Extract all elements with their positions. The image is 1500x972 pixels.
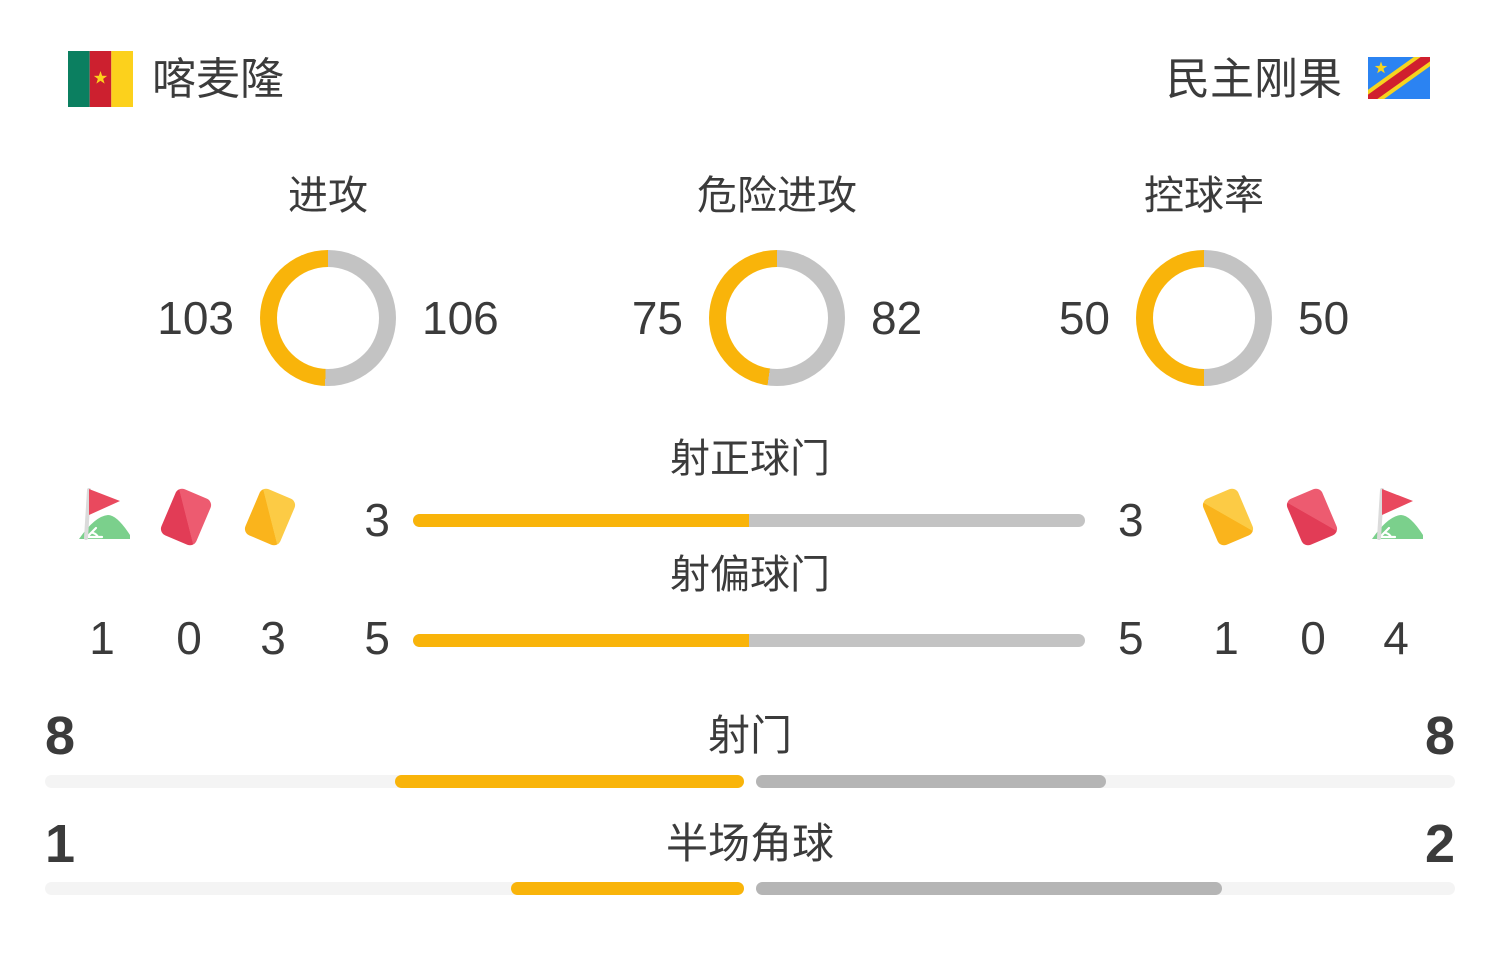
away-bar-track — [756, 775, 1455, 788]
home-shots-on-target: 3 — [364, 494, 390, 546]
home-red-cards-count: 0 — [176, 612, 202, 664]
home-value: 50 — [1058, 292, 1110, 344]
donut-hole — [726, 267, 828, 369]
red-card-icon — [158, 486, 214, 548]
home-bar-track — [45, 775, 744, 788]
away-bar-fill — [756, 882, 1222, 895]
away-value: 106 — [422, 292, 499, 344]
home-halftime-corners: 1 — [45, 814, 76, 874]
home-team-name: 喀麦隆 — [152, 55, 284, 104]
donut-ring — [260, 250, 396, 386]
chart-title: 进攻 — [288, 174, 368, 218]
away-corners-count: 4 — [1383, 612, 1409, 664]
donut-ring — [709, 250, 845, 386]
chart-title: 危险进攻 — [697, 174, 857, 218]
away-shots-off-target: 5 — [1118, 612, 1144, 664]
yellow-card-icon — [242, 486, 298, 548]
away-bar-fill — [756, 775, 1106, 788]
chart-title: 控球率 — [1144, 174, 1264, 218]
donut-chart-attacks: 进攻 103 106 — [108, 172, 548, 386]
donut-hole — [1153, 267, 1255, 369]
home-shots-off-target: 5 — [364, 612, 390, 664]
away-team-name: 民主刚果 — [1166, 55, 1342, 104]
home-corners-count: 1 — [89, 612, 115, 664]
away-value: 82 — [871, 292, 923, 344]
home-bar-fill — [413, 514, 749, 527]
home-bar-fill — [511, 882, 744, 895]
halftime-corners-bar — [45, 882, 1455, 895]
home-bar-fill — [413, 634, 749, 647]
home-bar-fill — [394, 775, 744, 788]
shots-on-target-bar — [413, 514, 1085, 527]
donut-chart-dangerous-attacks: 危险进攻 75 82 — [557, 172, 997, 386]
away-red-cards-count: 0 — [1300, 612, 1326, 664]
away-shots-on-target: 3 — [1118, 494, 1144, 546]
home-value: 103 — [157, 292, 234, 344]
donut-ring — [1136, 250, 1272, 386]
corner-flag-icon — [1372, 488, 1423, 540]
section-title-shots-off-target: 射偏球门 — [670, 553, 830, 597]
red-card-icon — [1284, 486, 1340, 548]
home-bar-track — [45, 882, 744, 895]
home-shots-total: 8 — [45, 706, 76, 766]
home-yellow-cards-count: 3 — [260, 612, 286, 664]
away-halftime-corners: 2 — [1424, 814, 1455, 874]
section-title-halftime-corners: 半场角球 — [665, 820, 834, 867]
away-value: 50 — [1298, 292, 1350, 344]
shots-bar — [45, 775, 1455, 788]
corner-flag-icon — [79, 488, 130, 540]
section-title-shots: 射门 — [707, 712, 792, 759]
donut-chart-possession: 控球率 50 50 — [984, 172, 1424, 386]
away-yellow-cards-count: 1 — [1213, 612, 1239, 664]
dr-congo-flag-icon — [1368, 57, 1430, 99]
donut-hole — [277, 267, 379, 369]
home-value: 75 — [631, 292, 683, 344]
away-bar-track — [756, 882, 1455, 895]
cameroon-flag-icon — [68, 51, 133, 107]
shots-off-target-bar — [413, 634, 1085, 647]
away-shots-total: 8 — [1424, 706, 1455, 766]
yellow-card-icon — [1200, 486, 1256, 548]
section-title-shots-on-target: 射正球门 — [670, 437, 830, 481]
